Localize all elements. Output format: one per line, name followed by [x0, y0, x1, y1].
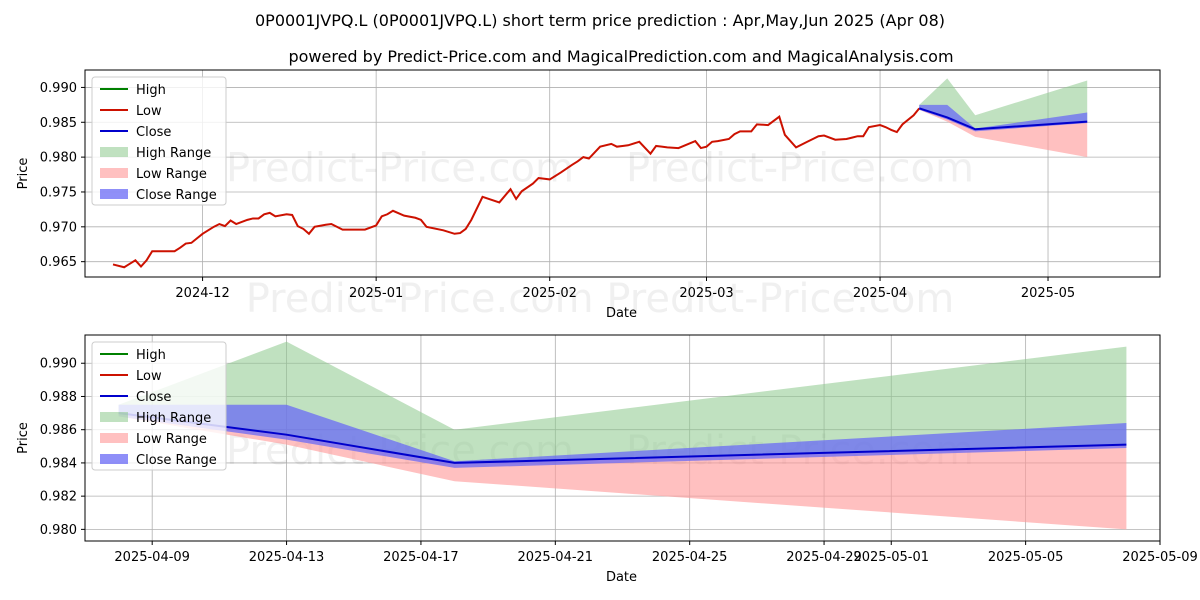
- legend-label: Low Range: [136, 432, 207, 447]
- y-tick-label: 0.975: [40, 185, 77, 200]
- y-tick-label: 0.984: [40, 456, 77, 471]
- y-tick-label: 0.990: [40, 81, 77, 96]
- x-tick-label: 2025-02: [523, 286, 577, 301]
- legend-swatch: [100, 412, 128, 422]
- chart-panel-2: Predict-Price.comPredict-Price.com2025-0…: [16, 334, 1198, 585]
- plot-frame: [84, 69, 1161, 278]
- x-tick-label: 2025-05-05: [988, 550, 1064, 565]
- y-tick-label: 0.970: [40, 220, 77, 235]
- x-tick-label: 2024-12: [175, 286, 229, 301]
- x-tick-label: 2025-04: [853, 286, 907, 301]
- legend-swatch: [100, 189, 128, 199]
- plot-frame: [84, 334, 1161, 542]
- legend-swatch: [100, 147, 128, 157]
- legend-label: High Range: [136, 146, 211, 161]
- legend-label: High: [136, 83, 166, 98]
- legend-label: Close: [136, 125, 171, 140]
- y-axis-label: Price: [16, 422, 31, 454]
- y-tick-label: 0.980: [40, 151, 77, 166]
- legend-label: Low Range: [136, 167, 207, 182]
- watermark-text: Predict-Price.com: [626, 146, 974, 192]
- chart-panel-1: Predict-Price.com Predict-Price.com Predic…: [16, 69, 1161, 322]
- legend-label: High Range: [136, 411, 211, 426]
- high-range-band: [118, 341, 1127, 463]
- y-tick-label: 0.982: [40, 490, 77, 505]
- x-tick-label: 2025-04-29: [786, 550, 862, 565]
- high-range-band: [919, 78, 1088, 130]
- legend-swatch: [100, 433, 128, 443]
- watermark-text: Predict-Price.com: [226, 146, 574, 192]
- legend-swatch: [100, 168, 128, 178]
- y-tick-label: 0.988: [40, 390, 77, 405]
- watermark-text: Predict-Price.com Predict-Price.com: [246, 276, 955, 322]
- chart-title: 0P0001JVPQ.L (0P0001JVPQ.L) short term p…: [255, 11, 945, 30]
- x-tick-label: 2025-05-09: [1122, 550, 1198, 565]
- x-tick-label: 2025-03: [679, 286, 733, 301]
- x-tick-label: 2025-04-17: [383, 550, 459, 565]
- y-tick-label: 0.965: [40, 255, 77, 270]
- y-tick-label: 0.985: [40, 116, 77, 131]
- x-tick-label: 2025-04-09: [114, 550, 190, 565]
- x-tick-label: 2025-04-13: [249, 550, 325, 565]
- x-tick-label: 2025-05: [1021, 286, 1075, 301]
- x-axis-label: Date: [606, 570, 637, 585]
- low-range-band: [919, 108, 1088, 158]
- low-range-band: [118, 413, 1127, 530]
- y-tick-label: 0.990: [40, 357, 77, 372]
- legend-label: High: [136, 348, 166, 363]
- legend-label: Close Range: [136, 188, 217, 203]
- close-forecast-line: [918, 107, 1088, 131]
- legend-label: Close Range: [136, 453, 217, 468]
- x-tick-label: 2025-04-21: [518, 550, 594, 565]
- legend-swatch: [100, 454, 128, 464]
- low-history-line: [112, 107, 921, 269]
- x-tick-label: 2025-04-25: [652, 550, 728, 565]
- legend-label: Low: [136, 369, 162, 384]
- y-tick-label: 0.980: [40, 523, 77, 538]
- y-axis-label: Price: [16, 158, 31, 190]
- chart-subtitle: powered by Predict-Price.com and Magical…: [288, 47, 953, 66]
- y-tick-label: 0.986: [40, 423, 77, 438]
- legend-label: Low: [136, 104, 162, 119]
- legend-label: Close: [136, 390, 171, 405]
- x-axis-label: Date: [606, 306, 637, 321]
- x-tick-label: 2025-05-01: [853, 550, 929, 565]
- x-tick-label: 2025-01: [349, 286, 403, 301]
